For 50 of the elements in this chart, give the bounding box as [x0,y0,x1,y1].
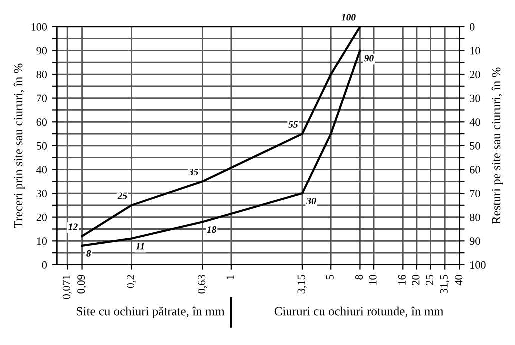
data-label: 55 [288,121,298,128]
y-tick-label: 60 [36,118,48,126]
data-label: 11 [136,243,144,250]
text: Site cu ochiuri pătrate, în mm [77,306,225,318]
data-label: 18 [207,226,217,234]
y-tick-label: 0 [42,261,48,269]
y2-tick-label: 70 [470,190,480,198]
y2-tick-label: 30 [470,94,480,102]
x-tick-label: 0,63 [198,275,208,294]
y-tick-label: 70 [37,94,48,102]
y2-tick-label: 50 [470,142,480,150]
x-tick-label: 0,071 [62,275,72,300]
y2-tick-label: 10 [470,47,480,55]
x-tick-label: 0,09 [78,275,87,294]
y-tick-label: 90 [36,47,48,55]
y2-tick-label: 40 [470,118,480,126]
y2-axis-title: Resturi pe site sau ciururi, în % [492,68,504,224]
data-label: 8 [86,250,92,257]
y-tick-label: 80 [36,70,48,78]
x-tick-label: 16 [398,275,406,285]
x-tick-label: 0,2 [127,275,136,288]
y2-tick-label: 0 [470,23,475,31]
x-tick-label: 5 [326,275,334,280]
data-label: 35 [188,168,198,176]
y-tick-label: 100 [32,23,48,31]
y2-tick-label: 60 [470,166,480,174]
y-tick-label: 50 [36,142,48,150]
y2-tick-label: 100 [470,261,486,269]
y-tick-label: 20 [36,214,48,222]
x-tick-label: 1 [226,275,234,280]
x-tick-label: 8 [355,275,363,280]
x-tick-label: 31,5 [440,275,450,294]
y2-tick-label: 90 [470,238,480,246]
x-tick-label: 10 [369,275,377,285]
x-tick-label: 25 [426,275,434,286]
x-tick-label: 3,15 [298,275,307,294]
data-label: 90 [364,55,374,62]
y-tick-label: 40 [36,166,48,174]
text: Ciururi cu ochiuri rotunde, în mm [274,306,444,318]
data-label: 30 [306,198,316,205]
x-tick-label: 40 [455,275,463,286]
y-tick-label: 10 [37,238,48,246]
x-tick-label: 20 [412,275,420,286]
data-label: 100 [342,14,356,21]
y-tick-label: 30 [36,190,48,198]
y-axis-title: Treceri prin site sau ciururi, în % [14,64,26,228]
y2-tick-label: 20 [470,70,480,78]
data-label: 25 [118,192,128,200]
data-label: 12 [68,224,78,230]
y2-tick-label: 80 [470,214,480,222]
